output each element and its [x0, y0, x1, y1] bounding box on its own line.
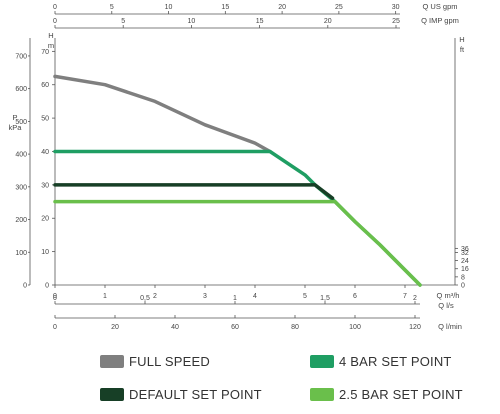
m3h-tick-label: 6 — [353, 293, 357, 300]
legend-label-default: DEFAULT SET POINT — [129, 386, 262, 402]
legend-item-default: DEFAULT SET POINT — [100, 383, 262, 405]
lmin-tick-label: 120 — [409, 324, 421, 331]
legend-item-2-5-bar: 2.5 BAR SET POINT — [310, 383, 463, 405]
kpa-tick-label: 400 — [15, 152, 27, 159]
legend-item-full-speed: FULL SPEED — [100, 350, 210, 372]
m3h-tick-label: 0 — [53, 293, 57, 300]
kpa-tick-label: 100 — [15, 250, 27, 257]
m3h-tick-label: 5 — [303, 293, 307, 300]
lmin-tick-label: 20 — [111, 324, 119, 331]
us-gpm-axis-label: Q US gpm — [422, 2, 457, 11]
us-gpm-tick-label: 5 — [110, 4, 114, 11]
us-gpm-tick-label: 10 — [165, 4, 173, 11]
h-ft-axis-unit: ft — [460, 45, 465, 54]
imp-gpm-axis-label: Q IMP gpm — [421, 16, 459, 25]
imp-gpm-tick-label: 25 — [392, 18, 400, 25]
lmin-axis-label: Q l/min — [438, 322, 462, 331]
m3h-tick-label: 7 — [403, 293, 407, 300]
chart-series — [53, 74, 422, 287]
imp-gpm-tick-label: 15 — [256, 18, 264, 25]
kpa-tick-label: 300 — [15, 184, 27, 191]
us-gpm-tick-label: 20 — [278, 4, 286, 11]
legend-item-4-bar: 4 BAR SET POINT — [310, 350, 452, 372]
imp-gpm-tick-label: 20 — [324, 18, 332, 25]
m3h-axis-label: Q m³/h — [437, 291, 460, 300]
us-gpm-tick-label: 30 — [392, 4, 400, 11]
series-line-2-5-bar-set-point — [53, 199, 422, 287]
legend-label-2-5-bar: 2.5 BAR SET POINT — [339, 386, 463, 402]
h-m-tick-label: 60 — [41, 82, 49, 89]
legend-swatch-default — [100, 387, 124, 401]
h-m-tick-label: 10 — [41, 249, 49, 256]
lmin-tick-label: 80 — [291, 324, 299, 331]
ls-tick-label: 2 — [413, 295, 417, 302]
kpa-axis-unit: kPa — [9, 123, 23, 132]
h-ft-tick-label: 8 — [461, 274, 465, 281]
lmin-tick-label: 100 — [349, 324, 361, 331]
ls-tick-label: 1 — [233, 295, 237, 302]
ls-tick-label: 1,5 — [320, 295, 330, 302]
h-m-tick-label: 40 — [41, 149, 49, 156]
h-m-axis-label: H — [48, 31, 53, 40]
m3h-tick-label: 2 — [153, 293, 157, 300]
ls-tick-label: 0 — [53, 295, 57, 302]
h-ft-tick-label: 24 — [461, 258, 469, 265]
imp-gpm-tick-label: 10 — [188, 18, 196, 25]
h-m-tick-label: 70 — [41, 49, 49, 56]
ls-axis-label: Q l/s — [438, 301, 454, 310]
m3h-tick-label: 3 — [203, 293, 207, 300]
legend-swatch-2-5-bar — [310, 387, 334, 401]
h-m-tick-label: 20 — [41, 216, 49, 223]
h-ft-axis-label: H — [459, 35, 464, 44]
h-ft-tick-label: 16 — [461, 266, 469, 273]
h-m-tick-label: 50 — [41, 116, 49, 123]
kpa-tick-label: 600 — [15, 86, 27, 93]
legend-label-full-speed: FULL SPEED — [129, 353, 210, 369]
ls-tick-label: 0,5 — [140, 295, 150, 302]
legend-swatch-full-speed — [100, 354, 124, 368]
legend-swatch-4-bar — [310, 354, 334, 368]
series-line-full-speed — [53, 74, 272, 154]
legend-label-4-bar: 4 BAR SET POINT — [339, 353, 452, 369]
imp-gpm-tick-label: 5 — [121, 18, 125, 25]
us-gpm-tick-label: 25 — [335, 4, 343, 11]
lmin-tick-label: 60 — [231, 324, 239, 331]
h-ft-tick-label: 36 — [461, 246, 469, 253]
kpa-tick-label: 200 — [15, 217, 27, 224]
us-gpm-tick-label: 15 — [221, 4, 229, 11]
chart-axes: 010203040506070Hm0100200300400500600700P… — [9, 2, 469, 331]
h-ft-tick-label: 0 — [461, 283, 465, 290]
h-m-tick-label: 0 — [45, 283, 49, 290]
us-gpm-tick-label: 0 — [53, 4, 57, 11]
kpa-tick-label: 0 — [23, 283, 27, 290]
h-m-axis-unit: m — [48, 41, 54, 50]
kpa-tick-label: 500 — [15, 119, 27, 126]
series-line-default-set-point — [53, 183, 335, 200]
m3h-tick-label: 1 — [103, 293, 107, 300]
lmin-tick-label: 0 — [53, 324, 57, 331]
m3h-tick-label: 4 — [253, 293, 257, 300]
lmin-tick-label: 40 — [171, 324, 179, 331]
legend: FULL SPEED 4 BAR SET POINT DEFAULT SET P… — [0, 340, 500, 414]
kpa-tick-label: 700 — [15, 53, 27, 60]
h-ft-tick-label: 32 — [461, 250, 469, 257]
kpa-axis-label: P — [12, 113, 17, 122]
h-m-tick-label: 30 — [41, 182, 49, 189]
imp-gpm-tick-label: 0 — [53, 18, 57, 25]
series-line-4-bar-set-point — [53, 149, 422, 287]
